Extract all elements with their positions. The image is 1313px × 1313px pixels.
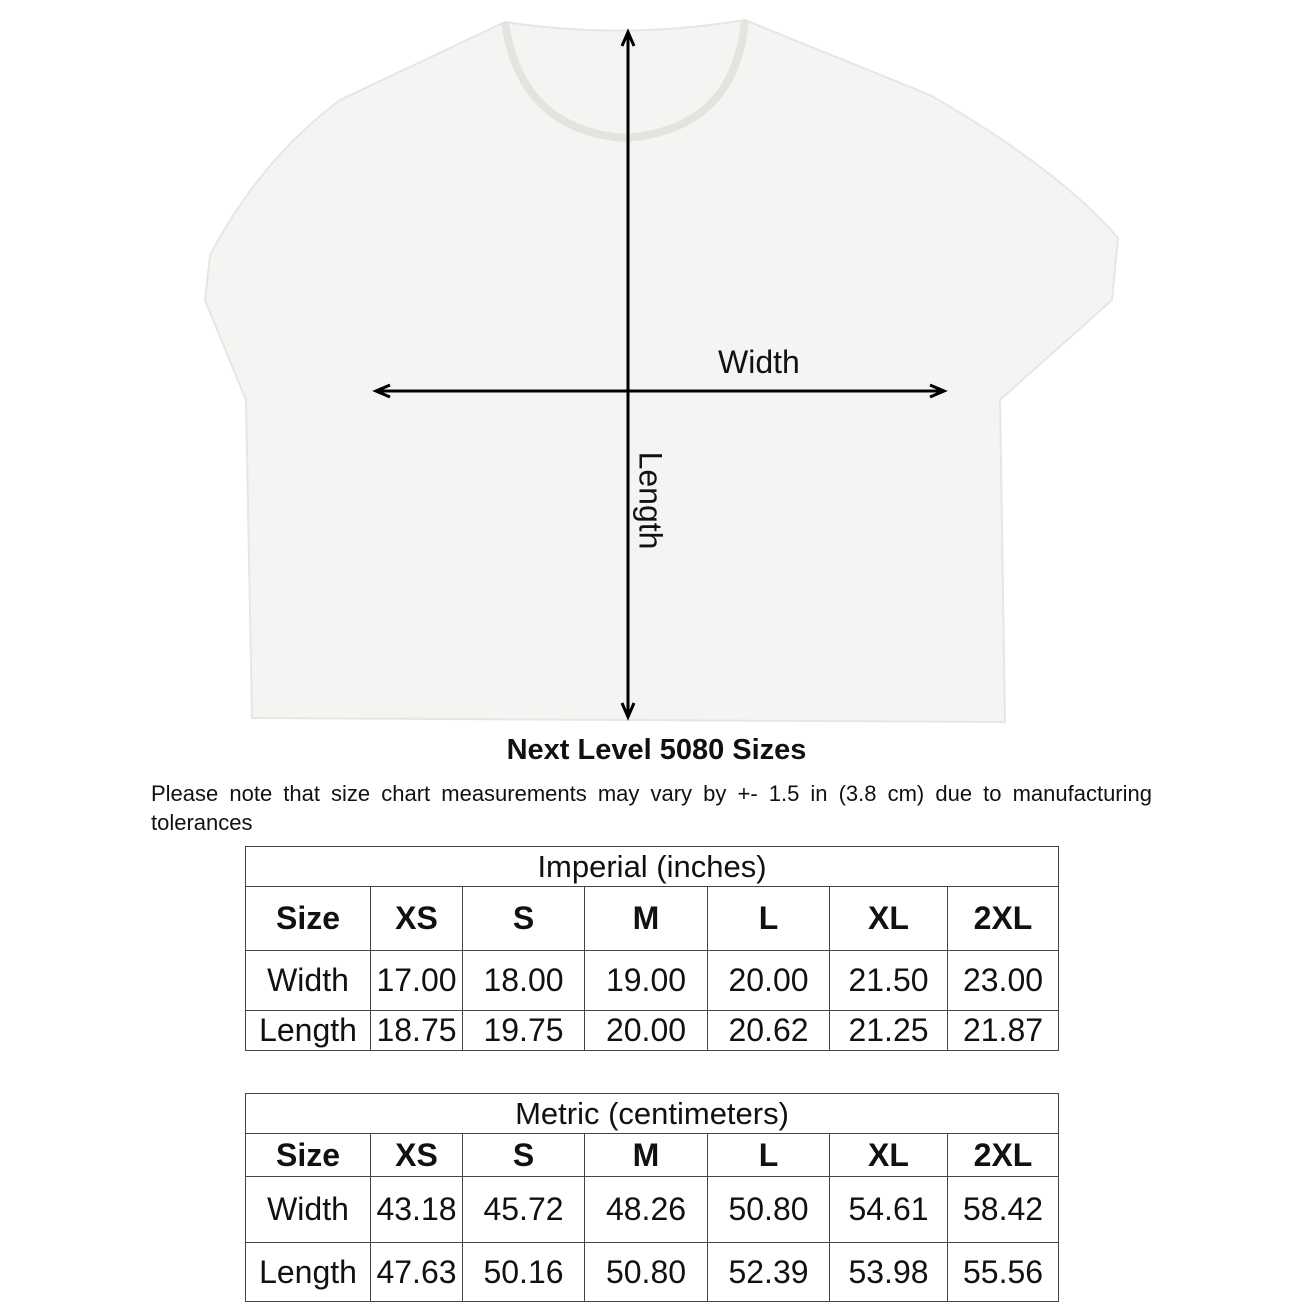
cell: 58.42 xyxy=(946,1176,1060,1243)
cell: 54.61 xyxy=(829,1176,948,1243)
tshirt-diagram xyxy=(203,18,1120,724)
width-label: Width xyxy=(718,344,800,380)
header-cell: XL xyxy=(829,886,948,951)
cell: 47.63 xyxy=(370,1242,463,1302)
cell: 45.72 xyxy=(462,1176,585,1243)
cell: Width xyxy=(245,950,371,1011)
imperial-table: Imperial (inches) Size XS S M L XL 2XL Width 17… xyxy=(245,846,1059,1051)
arrow-head-right xyxy=(929,383,948,399)
cell: 17.00 xyxy=(370,950,463,1011)
header-cell: L xyxy=(707,1133,830,1177)
cell: Width xyxy=(245,1176,371,1243)
header-row: Size XS S M L XL 2XL xyxy=(245,886,1059,951)
cell: 52.39 xyxy=(707,1242,830,1302)
header-cell: S xyxy=(462,1133,585,1177)
chart-title: Next Level 5080 Sizes xyxy=(506,734,807,766)
cell: 53.98 xyxy=(829,1242,948,1302)
cell: 43.18 xyxy=(370,1176,463,1243)
header-cell: Size xyxy=(245,1133,371,1177)
header-cell: Size xyxy=(245,886,371,951)
header-cell: XS xyxy=(370,886,463,951)
header-cell: 2XL xyxy=(946,1133,1060,1177)
cell: 21.50 xyxy=(829,950,948,1011)
table-row: Length 47.63 50.16 50.80 52.39 53.98 55.56 xyxy=(245,1242,1060,1302)
header-cell: XL xyxy=(829,1133,948,1177)
arrow-head-top xyxy=(620,28,636,47)
cell: 18.75 xyxy=(370,1010,463,1051)
cell: Length xyxy=(245,1010,371,1051)
header-cell: S xyxy=(462,886,585,951)
cell: 20.00 xyxy=(707,950,830,1011)
table-caption: Metric (centimeters) xyxy=(244,1093,1060,1134)
header-cell: M xyxy=(584,1133,708,1177)
tolerance-note: Please note that size chart measurements… xyxy=(151,781,1152,835)
cell: 20.00 xyxy=(584,1010,708,1051)
cell: 55.56 xyxy=(946,1242,1060,1302)
cell: 48.26 xyxy=(584,1176,708,1243)
cell: 23.00 xyxy=(947,950,1059,1011)
table-row: Length 18.75 19.75 20.00 20.62 21.25 21.87 xyxy=(245,1010,1059,1051)
header-cell: 2XL xyxy=(947,886,1059,951)
cell: 50.80 xyxy=(707,1176,830,1243)
table-row: Width 43.18 45.72 48.26 50.80 54.61 58.42 xyxy=(245,1176,1060,1243)
cell: 21.87 xyxy=(947,1010,1059,1051)
header-cell: XS xyxy=(370,1133,463,1177)
tshirt-shape xyxy=(203,18,1120,724)
cell: 50.80 xyxy=(584,1242,708,1302)
cell: 50.16 xyxy=(462,1242,585,1302)
header-cell: L xyxy=(707,886,830,951)
header-row: Size XS S M L XL 2XL xyxy=(245,1133,1060,1177)
table-caption: Imperial (inches) xyxy=(245,846,1059,887)
table-row: Width 17.00 18.00 19.00 20.00 21.50 23.00 xyxy=(245,950,1059,1011)
arrow-head-bottom xyxy=(620,702,636,721)
length-label: Length xyxy=(632,451,669,550)
cell: Length xyxy=(245,1242,371,1302)
collar xyxy=(501,19,749,143)
arrow-head-left xyxy=(372,383,391,399)
cell: 20.62 xyxy=(707,1010,830,1051)
cell: 21.25 xyxy=(829,1010,948,1051)
cell: 18.00 xyxy=(462,950,585,1011)
header-cell: M xyxy=(584,886,708,951)
cell: 19.75 xyxy=(462,1010,585,1051)
metric-table: Metric (centimeters) Size XS S M L XL 2XL Widt… xyxy=(244,1093,1060,1302)
cell: 19.00 xyxy=(584,950,708,1011)
